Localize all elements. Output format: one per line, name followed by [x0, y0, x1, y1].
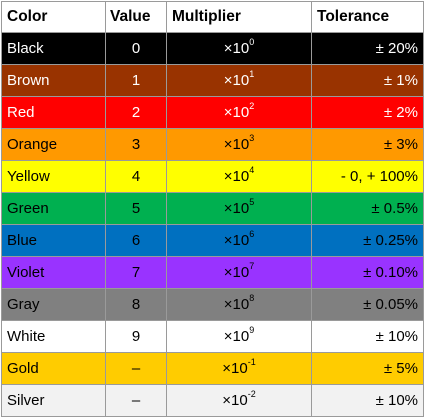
value-cell: 9 [105, 320, 167, 353]
color-name-cell: Yellow [1, 160, 106, 193]
multiplier-exponent: 1 [249, 69, 255, 79]
table-body: Black 0 ×100 ± 20% Brown 1 ×101 ± 1% Red 2 ×102 ± 2… [1, 32, 424, 417]
multiplier-cell: ×10-2 [166, 384, 312, 417]
multiplier-base: ×10 [223, 72, 250, 89]
multiplier-base: ×10 [223, 40, 250, 57]
multiplier-cell: ×106 [166, 224, 312, 257]
color-name-cell: Silver [1, 384, 106, 417]
multiplier-base: ×10 [223, 200, 250, 217]
multiplier-exponent: 6 [249, 229, 255, 239]
value-cell: 4 [105, 160, 167, 193]
header-color: Color [1, 1, 106, 33]
multiplier-cell: ×107 [166, 256, 312, 289]
tolerance-cell: ± 0.10% [311, 256, 424, 289]
table-row: Brown 1 ×101 ± 1% [1, 64, 424, 97]
multiplier-exponent: 3 [249, 133, 255, 143]
multiplier-base: ×10 [223, 264, 250, 281]
multiplier-cell: ×109 [166, 320, 312, 353]
value-cell: 8 [105, 288, 167, 321]
multiplier-exponent: 5 [249, 197, 255, 207]
tolerance-cell: ± 0.05% [311, 288, 424, 321]
value-cell: 3 [105, 128, 167, 161]
multiplier-base: ×10 [223, 104, 250, 121]
tolerance-cell: ± 3% [311, 128, 424, 161]
tolerance-cell: ± 2% [311, 96, 424, 129]
color-name-cell: Gray [1, 288, 106, 321]
multiplier-exponent: 0 [249, 37, 255, 47]
tolerance-cell: ± 1% [311, 64, 424, 97]
header-multiplier: Multiplier [166, 1, 312, 33]
multiplier-exponent: 7 [249, 261, 255, 271]
multiplier-exponent: 2 [249, 101, 255, 111]
multiplier-base: ×10 [223, 232, 250, 249]
color-name-cell: Red [1, 96, 106, 129]
multiplier-cell: ×108 [166, 288, 312, 321]
value-cell: – [105, 384, 167, 417]
value-cell: 6 [105, 224, 167, 257]
tolerance-cell: ± 10% [311, 384, 424, 417]
multiplier-exponent: -1 [247, 357, 256, 367]
multiplier-base: ×10 [223, 136, 250, 153]
multiplier-base: ×10 [223, 168, 250, 185]
table-row: Blue 6 ×106 ± 0.25% [1, 224, 424, 257]
multiplier-exponent: 4 [249, 165, 255, 175]
table-row: Violet 7 ×107 ± 0.10% [1, 256, 424, 289]
multiplier-cell: ×100 [166, 32, 312, 65]
header-value: Value [105, 1, 167, 33]
table-row: Yellow 4 ×104- 0, + 100% [1, 160, 424, 193]
tolerance-cell: ± 0.5% [311, 192, 424, 225]
multiplier-base: ×10 [222, 360, 248, 377]
color-name-cell: White [1, 320, 106, 353]
multiplier-cell: ×105 [166, 192, 312, 225]
tolerance-cell: - 0, + 100% [311, 160, 424, 193]
table-row: White 9 ×109 ± 10% [1, 320, 424, 353]
table-row: Green 5 ×105 ± 0.5% [1, 192, 424, 225]
multiplier-cell: ×104 [166, 160, 312, 193]
value-cell: 2 [105, 96, 167, 129]
multiplier-cell: ×103 [166, 128, 312, 161]
multiplier-exponent: 8 [249, 293, 255, 303]
multiplier-base: ×10 [222, 392, 248, 409]
table-row: Gold – ×10-1 ± 5% [1, 352, 424, 385]
multiplier-base: ×10 [223, 296, 250, 313]
value-cell: 7 [105, 256, 167, 289]
multiplier-base: ×10 [223, 328, 250, 345]
value-cell: – [105, 352, 167, 385]
table-row: Red 2 ×102 ± 2% [1, 96, 424, 129]
table-row: Silver – ×10-2 ± 10% [1, 384, 424, 417]
color-name-cell: Orange [1, 128, 106, 161]
color-name-cell: Violet [1, 256, 106, 289]
value-cell: 5 [105, 192, 167, 225]
tolerance-cell: ± 20% [311, 32, 424, 65]
multiplier-exponent: -2 [247, 389, 256, 399]
table-row: Orange 3 ×103 ± 3% [1, 128, 424, 161]
table-row: Black 0 ×100 ± 20% [1, 32, 424, 65]
value-cell: 0 [105, 32, 167, 65]
tolerance-cell: ± 5% [311, 352, 424, 385]
tolerance-cell: ± 10% [311, 320, 424, 353]
header-row: Color Value Multiplier Tolerance [1, 1, 424, 33]
multiplier-exponent: 9 [249, 325, 255, 335]
tolerance-cell: ± 0.25% [311, 224, 424, 257]
multiplier-cell: ×10-1 [166, 352, 312, 385]
color-name-cell: Gold [1, 352, 106, 385]
value-cell: 1 [105, 64, 167, 97]
multiplier-cell: ×101 [166, 64, 312, 97]
table-row: Gray 8 ×108 ± 0.05% [1, 288, 424, 321]
color-name-cell: Black [1, 32, 106, 65]
multiplier-cell: ×102 [166, 96, 312, 129]
header-tolerance: Tolerance [311, 1, 424, 33]
color-name-cell: Green [1, 192, 106, 225]
color-name-cell: Brown [1, 64, 106, 97]
color-name-cell: Blue [1, 224, 106, 257]
